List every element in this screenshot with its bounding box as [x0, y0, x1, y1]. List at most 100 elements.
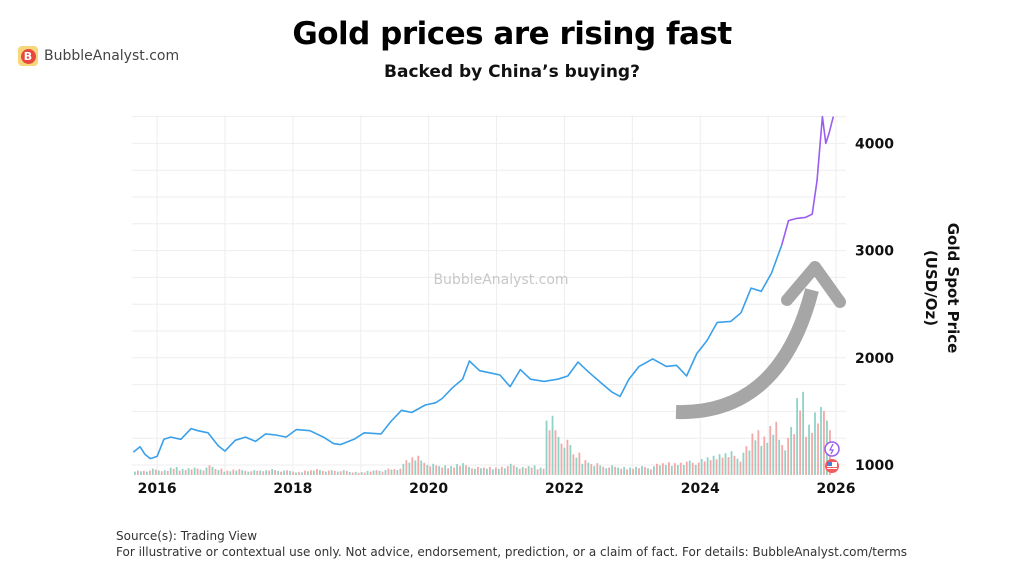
volume-bar: [653, 466, 655, 475]
volume-bar: [408, 462, 411, 475]
volume-bar: [301, 472, 303, 475]
volume-bar: [265, 470, 268, 475]
volume-bar: [793, 434, 796, 475]
volume-bar: [778, 439, 781, 475]
volume-bar: [518, 468, 521, 475]
volume-bar: [169, 467, 172, 475]
volume-bar: [736, 458, 739, 475]
volume-bar: [160, 471, 163, 475]
volume-bar: [497, 468, 500, 475]
logo-icon: B: [18, 46, 38, 66]
volume-bar: [506, 466, 509, 475]
footer: Source(s): Trading View For illustrative…: [116, 528, 907, 560]
volume-bar: [551, 415, 554, 475]
volume-bar: [802, 391, 805, 475]
volume-bar: [661, 463, 664, 475]
volume-bar: [790, 427, 793, 475]
volume-bar: [647, 468, 649, 475]
volume-bar: [444, 465, 447, 475]
volume-bar: [638, 468, 640, 475]
chart-subtitle: Backed by China’s buying?: [384, 62, 640, 82]
volume-bar: [462, 463, 464, 475]
x-tick-label: 2018: [273, 481, 312, 497]
volume-bar: [315, 469, 318, 475]
volume-bar: [679, 462, 682, 475]
volume-bar: [292, 471, 294, 475]
volume-bar: [208, 465, 211, 475]
volume-bar: [509, 463, 512, 475]
volume-bar: [587, 462, 590, 475]
volume-bar: [578, 452, 581, 475]
watermark: BubbleAnalyst.com: [433, 272, 568, 288]
volume-bar: [664, 465, 667, 475]
volume-bar: [659, 465, 661, 475]
volume-bar: [450, 466, 453, 475]
volume-bar: [527, 466, 530, 475]
volume-bar: [399, 468, 402, 475]
volume-bar: [754, 440, 757, 475]
volume-bar: [384, 470, 387, 475]
volume-bar: [435, 465, 438, 475]
price-line-recent: [780, 115, 835, 246]
volume-bar: [295, 472, 297, 475]
volume-bar: [748, 450, 751, 475]
volume-bar: [685, 461, 688, 475]
grid: [132, 115, 846, 475]
volume-bar: [700, 459, 703, 475]
volume-bar: [268, 470, 271, 475]
volume-bar: [405, 460, 408, 475]
volume-bar: [760, 445, 763, 475]
volume-bar: [345, 470, 348, 475]
volume-bars: [134, 391, 831, 475]
volume-bar: [453, 467, 456, 475]
volume-bar: [697, 462, 700, 475]
volume-bar: [369, 471, 372, 475]
volume-bar: [145, 471, 148, 475]
volume-bar: [524, 468, 527, 475]
volume-bar: [175, 467, 178, 475]
volume-bar: [557, 436, 560, 475]
volume-bar: [339, 471, 342, 475]
volume-bar: [336, 471, 339, 475]
volume-bar: [545, 420, 548, 475]
volume-bar: [751, 433, 754, 475]
volume-bar: [396, 470, 399, 475]
volume-bar: [715, 459, 718, 475]
volume-bar: [250, 471, 253, 475]
volume-bar: [229, 471, 232, 475]
volume-bar: [351, 472, 354, 475]
volume-bar: [151, 468, 154, 475]
volume-bar: [820, 406, 822, 475]
volume-bar: [193, 467, 196, 475]
volume-bar: [327, 470, 330, 475]
volume-bar: [310, 470, 312, 475]
volume-bar: [593, 466, 596, 475]
volume-bar: [390, 469, 393, 475]
volume-bar: [474, 468, 476, 475]
volume-bar: [196, 468, 199, 475]
volume-bar: [417, 455, 420, 475]
trend-arrow: [675, 261, 846, 420]
chart-title: Gold prices are rising fast: [292, 16, 732, 52]
volume-bar: [617, 467, 620, 475]
volume-bar: [745, 446, 748, 475]
volume-bar: [641, 466, 643, 475]
volume-bar: [688, 460, 691, 475]
volume-bar: [596, 463, 599, 475]
volume-bar: [494, 467, 497, 475]
volume-bar: [202, 470, 205, 475]
volume-bar: [796, 398, 799, 475]
volume-bar: [330, 470, 333, 475]
volume-bar: [805, 436, 807, 475]
volume-bar: [402, 463, 405, 475]
volume-bar: [566, 439, 569, 475]
volume-bar: [694, 464, 697, 475]
volume-bar: [137, 470, 139, 475]
volume-bar: [247, 471, 250, 475]
volume-bar: [784, 450, 787, 475]
volume-bar: [682, 464, 685, 475]
volume-bar: [599, 465, 602, 475]
volume-bar: [262, 471, 265, 475]
volume-bar: [142, 470, 145, 475]
